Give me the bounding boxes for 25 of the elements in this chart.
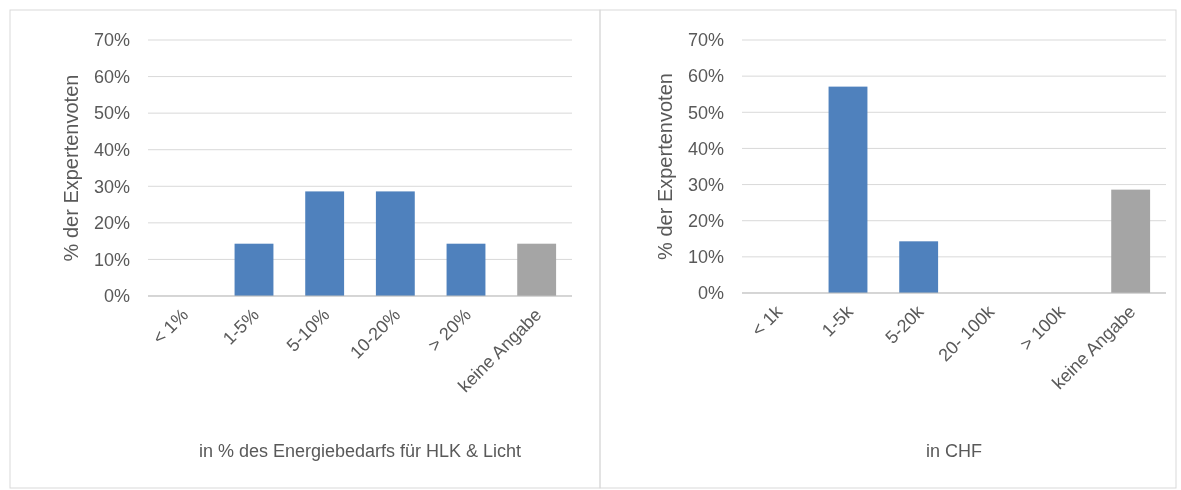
y-tick-label: 0%: [697, 283, 724, 304]
y-axis-title: % der Expertenvoten: [654, 73, 676, 260]
y-tick-label: 70%: [93, 30, 130, 51]
x-tick-label: < 1k: [747, 300, 787, 341]
y-tick-label: 70%: [687, 30, 724, 51]
bar: [899, 241, 939, 293]
y-tick-label: 10%: [687, 247, 724, 268]
y-tick-label: 40%: [687, 138, 724, 159]
y-tick-label: 50%: [687, 102, 724, 123]
y-tick-label: 30%: [93, 176, 130, 197]
y-axis-title: % der Expertenvoten: [60, 74, 82, 262]
y-tick-label: 50%: [93, 103, 130, 124]
y-tick-label: 30%: [687, 174, 724, 195]
x-axis-title: in % des Energiebedarfs für HLK & Licht: [198, 441, 522, 461]
y-tick-label: 60%: [687, 66, 724, 87]
x-tick-label: < 1%: [148, 304, 193, 349]
y-tick-label: 20%: [93, 213, 130, 234]
y-tick-label: 10%: [93, 249, 130, 270]
bar: [1111, 189, 1151, 293]
y-tick-label: 20%: [687, 211, 724, 232]
y-tick-label: 0%: [103, 286, 130, 307]
y-tick-label: 40%: [93, 140, 130, 161]
x-axis-title: in CHF: [925, 441, 983, 461]
bar: [828, 86, 868, 293]
y-tick-label: 60%: [93, 66, 130, 87]
